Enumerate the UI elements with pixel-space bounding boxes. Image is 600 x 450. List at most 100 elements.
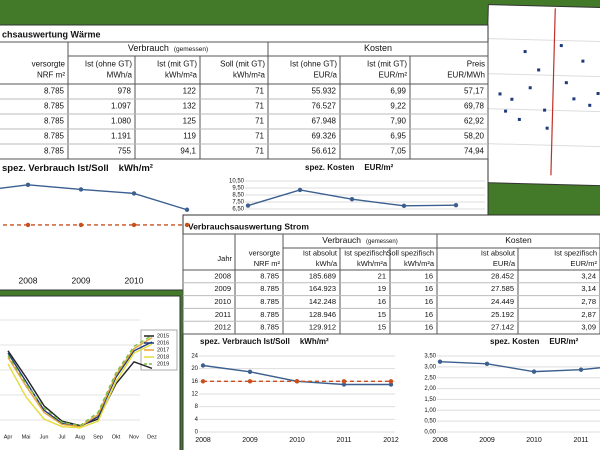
table-cell: 2009 [214, 284, 231, 293]
chart-unit: kWh/m² [119, 163, 153, 174]
x-tick-label: Mai [22, 434, 31, 440]
table-cell: 6,95 [390, 132, 406, 141]
group-header: Verbrauch (gemessen) [128, 43, 208, 53]
group-note: (gemessen) [174, 46, 208, 53]
table-cell: 8.785 [44, 102, 65, 111]
chart-unit: kWh/m² [300, 337, 329, 346]
y-tick-label: 0 [195, 430, 199, 436]
column-header: EUR/a [493, 259, 516, 268]
table-cell: 8.785 [44, 147, 65, 156]
table-cell: 119 [183, 132, 196, 141]
column-header: Jahr [217, 254, 232, 263]
y-tick-label: 8,50 [232, 193, 244, 199]
chart-title: spez. Kosten EUR/m² [490, 337, 579, 346]
column-header: MWh/a [107, 71, 133, 80]
table-cell: 16 [425, 284, 433, 293]
scatter-dot [543, 108, 547, 112]
x-tick-label: 2010 [289, 437, 305, 444]
data-point [184, 207, 190, 212]
column-header: versorgte [249, 249, 280, 258]
table-cell: 21 [378, 271, 386, 280]
legend-label: 2017 [157, 347, 169, 353]
table-cell: 2008 [214, 271, 231, 280]
table-cell: 94,1 [180, 147, 196, 156]
chart-title: spez. Kosten EUR/m² [305, 163, 394, 172]
column-header: kWh/m²a [165, 71, 198, 80]
data-point [200, 379, 206, 384]
x-tick-label: Apr [4, 434, 13, 440]
table-cell: 62,92 [464, 117, 485, 126]
x-tick-label: Jul [58, 434, 65, 440]
y-tick-label: 3,50 [424, 354, 436, 360]
x-tick-label: Aug [75, 434, 85, 440]
x-tick-label: Sep [93, 434, 103, 440]
x-tick-label: 2008 [432, 437, 448, 444]
column-header: EUR/MWh [447, 71, 485, 80]
column-header: NRF m² [254, 259, 281, 268]
y-tick-label: 4 [195, 417, 199, 423]
chart-title-text: spez. Verbrauch Ist/Soll [200, 337, 290, 346]
column-header: kWh/a [316, 259, 338, 268]
chart-title: spez. Verbrauch Ist/Soll kWh/m² [200, 337, 329, 346]
table-cell: 74,94 [464, 147, 485, 156]
data-point [184, 222, 190, 228]
table-cell: 8.785 [260, 271, 279, 280]
panel-grid [486, 73, 600, 78]
table-cell: 8.785 [260, 284, 279, 293]
table-cell: 125 [183, 117, 197, 126]
y-tick-label: 2,00 [424, 386, 436, 392]
table-cell: 15 [378, 310, 386, 319]
column-header: Soll spezifisch [386, 249, 434, 258]
x-tick-label: 2010 [526, 437, 542, 444]
y-tick-label: 1,50 [424, 397, 436, 403]
table-cell: 2011 [215, 310, 231, 319]
scatter-dot [572, 97, 576, 101]
scatter-dot [581, 59, 585, 63]
legend-label: 2015 [157, 333, 169, 339]
table-cell: 16 [425, 297, 433, 306]
chart-title-text: spez. Verbrauch Ist/Soll [2, 163, 109, 174]
scatter-dot [588, 103, 592, 107]
table-cell: 76.527 [312, 102, 337, 111]
y-tick-label: 0,00 [424, 430, 436, 436]
table-cell: 1.191 [111, 132, 132, 141]
data-point [25, 222, 31, 228]
panel-grid [484, 143, 600, 148]
table-cell: 8.785 [44, 117, 65, 126]
y-tick-label: 8 [195, 404, 199, 410]
group-label: Verbrauch [322, 235, 361, 245]
table-cell: 71 [255, 132, 264, 141]
group-label: Kosten [364, 43, 392, 53]
table-cell: 132 [183, 102, 197, 111]
column-header: kWh/m²a [357, 259, 388, 268]
y-tick-label: 6,50 [232, 207, 244, 213]
y-tick-label: 9,50 [232, 186, 244, 192]
table-cell: 8.785 [260, 297, 279, 306]
table-cell: 16 [425, 323, 433, 332]
column-header: Ist absolut [303, 249, 338, 258]
chart-unit: EUR/m² [549, 337, 578, 346]
table-cell: 2,87 [581, 310, 596, 319]
scatter-dot [510, 97, 514, 101]
group-label: Kosten [505, 235, 532, 245]
table-cell: 27.585 [491, 284, 514, 293]
data-point [341, 379, 347, 384]
table-cell: 3,09 [581, 323, 596, 332]
column-header: Soll (mit GT) [220, 60, 265, 69]
column-header: kWh/m²a [233, 71, 266, 80]
data-point [453, 202, 459, 208]
x-tick-label: Nov [129, 434, 139, 440]
table-cell: 2,78 [581, 297, 596, 306]
table-cell: 55.932 [312, 87, 337, 96]
chart-unit: EUR/m² [364, 163, 393, 172]
scatter-dot [596, 91, 600, 96]
x-tick-label: 2009 [72, 275, 91, 285]
x-tick-label: Dez [147, 434, 157, 440]
series-line [7, 343, 153, 429]
chart-title-text: spez. Kosten [305, 163, 354, 172]
data-point [78, 187, 84, 192]
scatter-dot [528, 86, 532, 90]
panel [0, 295, 181, 450]
table-cell: 19 [378, 284, 386, 293]
x-tick-label: 2008 [195, 437, 211, 444]
